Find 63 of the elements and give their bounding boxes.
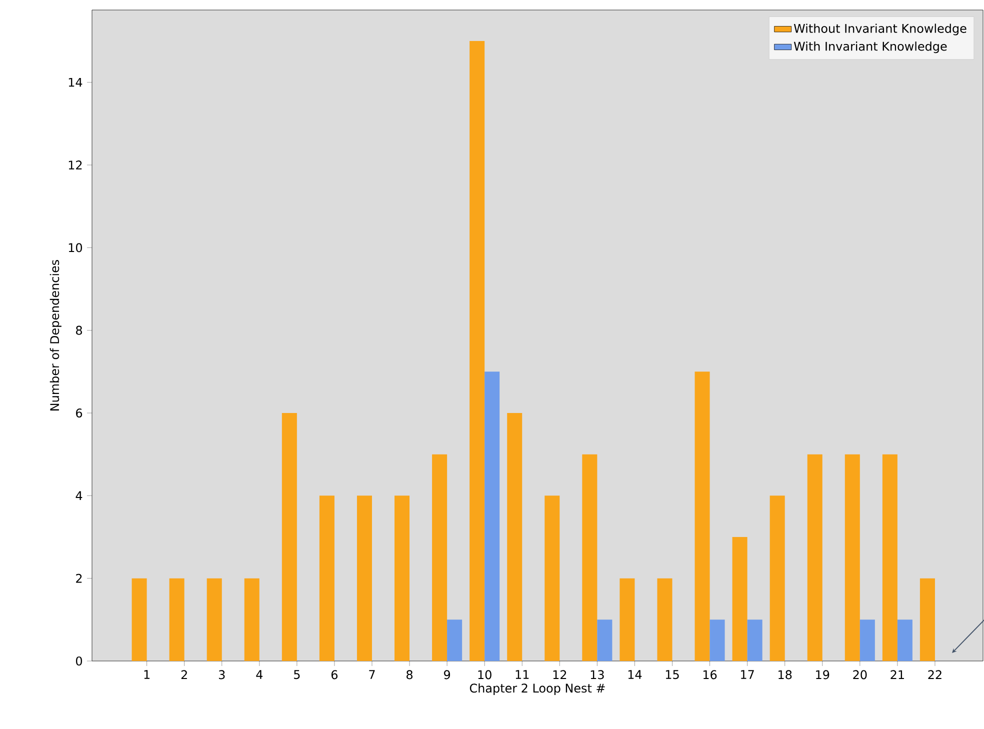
- y-tick-label: 12: [68, 160, 82, 170]
- bar: [582, 454, 598, 661]
- x-tick-label: 3: [218, 670, 225, 680]
- bar: [319, 496, 334, 661]
- x-tick-label: 16: [703, 670, 717, 680]
- bar: [747, 620, 762, 661]
- bar: [882, 454, 898, 661]
- x-tick-label: 19: [816, 670, 830, 680]
- x-tick-label: 17: [741, 670, 754, 679]
- x-tick-label: 18: [778, 670, 792, 680]
- bar: [657, 578, 672, 661]
- x-tick-label: 8: [406, 670, 412, 680]
- bar: [356, 496, 372, 661]
- bar: [710, 620, 725, 661]
- x-tick-label: 13: [590, 670, 604, 680]
- x-tick-label: 10: [478, 670, 492, 680]
- bar: [732, 537, 748, 661]
- bar: [807, 454, 822, 661]
- bar: [770, 496, 785, 661]
- legend-label: With Invariant Knowledge: [794, 42, 947, 54]
- bar: [132, 578, 147, 661]
- y-axis-title: Number of Dependencies: [50, 260, 62, 410]
- bar: [206, 578, 222, 661]
- x-tick-label: 11: [516, 670, 529, 679]
- y-tick-label: 6: [76, 408, 82, 418]
- bar: [544, 496, 560, 661]
- bar: [597, 620, 612, 661]
- bar: [844, 454, 860, 661]
- bar: [169, 578, 184, 661]
- bar: [860, 620, 875, 661]
- bar: [694, 372, 710, 661]
- y-tick-label: 10: [68, 243, 82, 252]
- bar: [484, 372, 500, 661]
- x-tick-label: 6: [331, 670, 338, 680]
- x-tick-label: 4: [256, 670, 263, 679]
- bar: [470, 40, 485, 661]
- bar: [620, 578, 635, 661]
- bar: [507, 412, 522, 661]
- x-tick-label: 15: [666, 670, 679, 680]
- x-tick-label: 22: [928, 670, 942, 680]
- x-tick-label: 9: [444, 670, 450, 680]
- x-tick-label: 12: [553, 670, 566, 680]
- x-tick-label: 7: [369, 670, 375, 679]
- x-tick-label: 14: [628, 670, 642, 679]
- y-tick-label: 0: [76, 656, 82, 666]
- bar: [920, 578, 935, 661]
- y-tick-label: 2: [76, 574, 82, 583]
- y-tick-label: 4: [76, 491, 82, 500]
- x-tick-label: 5: [294, 670, 300, 680]
- bar: [244, 578, 260, 661]
- bar: [432, 454, 448, 661]
- y-tick-label: 14: [68, 78, 82, 87]
- x-tick-label: 1: [144, 670, 150, 679]
- bar: [394, 496, 410, 661]
- y-tick-label: 8: [76, 326, 82, 335]
- bar: [897, 620, 912, 661]
- x-axis-title: Chapter 2 Loop Nest #: [470, 683, 605, 695]
- bar: [282, 412, 297, 661]
- bar: [447, 620, 462, 661]
- x-tick-label: 2: [181, 670, 187, 680]
- x-tick-label: 21: [890, 670, 904, 680]
- legend-label: Without Invariant Knowledge: [794, 24, 966, 36]
- x-tick-label: 20: [853, 670, 867, 680]
